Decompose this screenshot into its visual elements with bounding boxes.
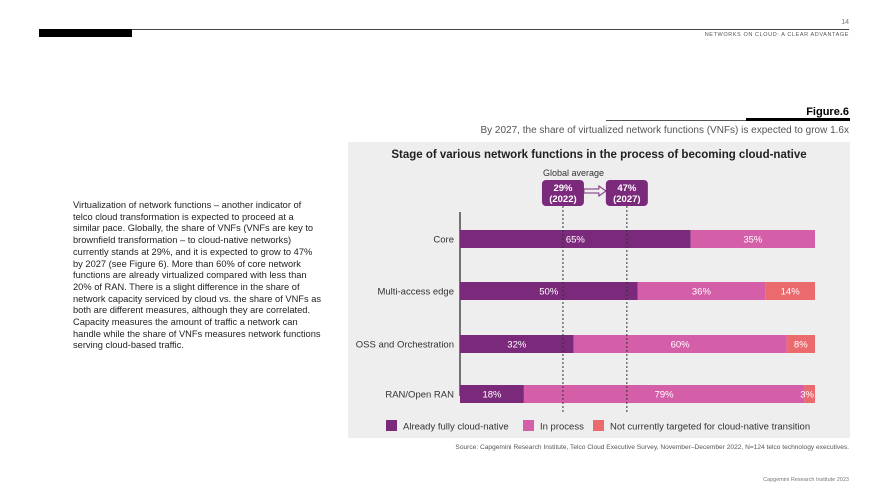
reference-badge-value: 29% (553, 183, 573, 194)
header-rule (132, 29, 849, 30)
bar-segment (690, 230, 815, 248)
reference-badge (605, 180, 648, 206)
reference-badge (541, 180, 584, 206)
legend-label: Not currently targeted for cloud-native … (610, 422, 810, 433)
global-average-label: Global average (543, 168, 604, 178)
data-label: 8% (794, 340, 808, 351)
bar-segment (786, 335, 815, 353)
figure-rule-thin (606, 120, 746, 121)
figure-subtitle: By 2027, the share of virtualized networ… (480, 125, 849, 136)
data-label: 18% (482, 390, 502, 401)
legend-swatch (386, 420, 397, 431)
growth-arrow-icon (583, 185, 607, 197)
legend-swatch (593, 420, 604, 431)
bar-segment (460, 335, 574, 353)
category-label: Core (433, 235, 454, 246)
data-label: 3% (800, 390, 814, 401)
bar-segment (765, 282, 815, 300)
data-label: 60% (671, 340, 691, 351)
data-label: 50% (539, 287, 559, 298)
figure-label: Figure.6 (806, 106, 849, 118)
reference-badge-year: (2022) (549, 194, 576, 205)
data-label: 35% (743, 235, 763, 246)
bar-segment (460, 282, 638, 300)
stacked-bar-chart: Stage of various network functions in th… (356, 149, 815, 433)
data-label: 32% (507, 340, 527, 351)
section-header-label: NETWORKS ON CLOUD: A CLEAR ADVANTAGE (704, 32, 849, 38)
category-label: RAN/Open RAN (385, 390, 454, 401)
data-label: 14% (781, 287, 801, 298)
chart-title: Stage of various network functions in th… (391, 149, 806, 161)
data-label: 36% (692, 287, 712, 298)
bar-segment (637, 282, 766, 300)
bar-segment (460, 385, 524, 403)
data-label: 79% (655, 390, 675, 401)
legend-label: Already fully cloud-native (403, 422, 509, 433)
category-label: OSS and Orchestration (356, 340, 454, 351)
body-paragraph: Virtualization of network functions – an… (73, 200, 322, 351)
header-accent-bar (39, 29, 132, 37)
figure-source: Source: Capgemini Research Institute, Te… (455, 444, 849, 451)
page-footer: Capgemini Research Institute 2023 (763, 477, 849, 483)
legend-label: In process (540, 422, 584, 433)
reference-badge-year: (2027) (613, 194, 640, 205)
bar-segment (523, 385, 805, 403)
figure-rule-thick (746, 118, 850, 121)
bar-segment (804, 385, 815, 403)
chart-panel: Stage of various network functions in th… (348, 142, 850, 438)
page-number: 14 (841, 19, 849, 26)
bar-segment (460, 230, 691, 248)
legend-swatch (523, 420, 534, 431)
data-label: 65% (566, 235, 586, 246)
category-label: Multi-access edge (377, 287, 454, 298)
reference-badge-value: 47% (617, 183, 637, 194)
